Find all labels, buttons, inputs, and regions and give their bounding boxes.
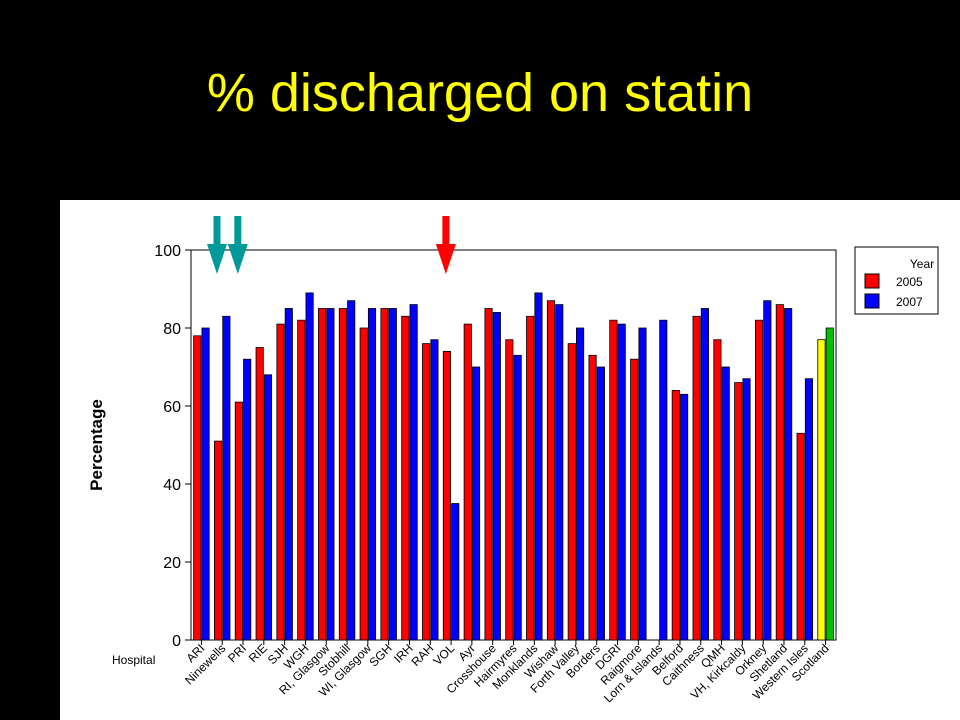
bar-2005 [588,354,597,641]
legend-label: 2005 [896,275,923,289]
bar-2007 [409,304,418,641]
legend-swatch [864,293,880,309]
bar-2007 [305,292,314,641]
y-tick-label: 60 [163,399,181,416]
arrow-shaft [213,216,221,246]
x-tick-label: Ninewells [182,641,228,687]
bar-2007 [617,323,626,641]
bar-2005 [796,432,805,641]
bar-2005 [609,319,618,641]
bar-2007 [763,300,772,641]
bar-2005 [276,323,285,641]
bar-2007 [742,378,751,641]
bar-2007 [638,327,647,641]
bar-2007 [326,308,335,641]
arrow-head [435,244,456,274]
bar-2007 [451,503,460,641]
bar-2005 [463,323,472,641]
bar-2005 [359,327,368,641]
y-tick-label: 100 [154,243,181,260]
bar-2005 [255,347,264,641]
bar-2007 [347,300,356,641]
y-tick-label: 40 [163,477,181,494]
arrow-shaft [234,216,242,246]
bar-2005 [505,339,514,641]
bar-2005 [484,308,493,641]
bar-2007 [659,319,668,641]
bar-2005 [630,358,639,641]
bar-2007 [367,308,377,641]
bar-2007 [492,312,501,641]
bar-2007 [576,327,585,641]
bar-2007 [804,378,813,641]
legend: Year 2005 2007 [854,246,939,315]
bar-2005 [193,335,202,641]
bar-2007 [471,366,481,641]
x-tick-label: PRI [225,641,249,665]
bar-2007 [243,358,252,641]
x-tick-label: RIE [246,641,270,665]
bar-2005 [442,350,451,641]
bar-2005 [297,319,306,641]
bar-2007 [721,366,730,641]
chart-panel: 0 20 40 60 80 100 Percentage Hospital ARI Ninewel… [60,200,960,720]
bar-2005 [546,300,556,641]
bar-2005 [318,308,327,641]
arrow-head [227,244,248,274]
bar-2007 [555,304,564,641]
bar-2005 [671,389,680,641]
bar-2007 [430,339,439,641]
bar-2007 [201,327,210,641]
legend-label: 2007 [896,295,923,309]
bar-2007 [596,366,605,641]
bar-2005 [817,339,826,641]
x-tick-label: VOL [430,641,457,668]
x-axis-label: Hospital [112,653,155,667]
slide-title: % discharged on statin [206,63,754,123]
bar-2007 [784,308,793,641]
bar-2005 [234,401,243,641]
bar-2005 [775,304,784,641]
y-tick-label: 80 [163,321,181,338]
bar-2007 [534,292,543,641]
bar-2007 [825,327,834,641]
bar-2005 [713,339,722,641]
bar-2005 [692,315,701,641]
bar-2007 [222,315,231,641]
bar-2005 [567,343,576,641]
bar-2007 [388,308,397,641]
y-axis-label: Percentage [87,399,106,491]
bar-2007 [263,374,273,641]
bar-2005 [422,343,431,641]
legend-title: Year [910,257,934,271]
bar-2007 [284,308,293,641]
legend-swatch [864,273,880,289]
bar-2007 [680,393,689,641]
bar-2005 [214,440,223,641]
bar-2005 [401,315,410,641]
bar-2005 [338,308,347,641]
bar-2005 [380,308,389,641]
bar-2005 [734,382,743,641]
bar-2005 [526,315,535,641]
y-tick-label: 20 [163,555,181,572]
arrow-head [207,244,228,274]
bar-2005 [754,319,764,641]
y-tick-label: 0 [172,633,181,650]
bar-2007 [513,354,522,641]
arrow-shaft [442,216,450,246]
bar-2007 [700,308,709,641]
